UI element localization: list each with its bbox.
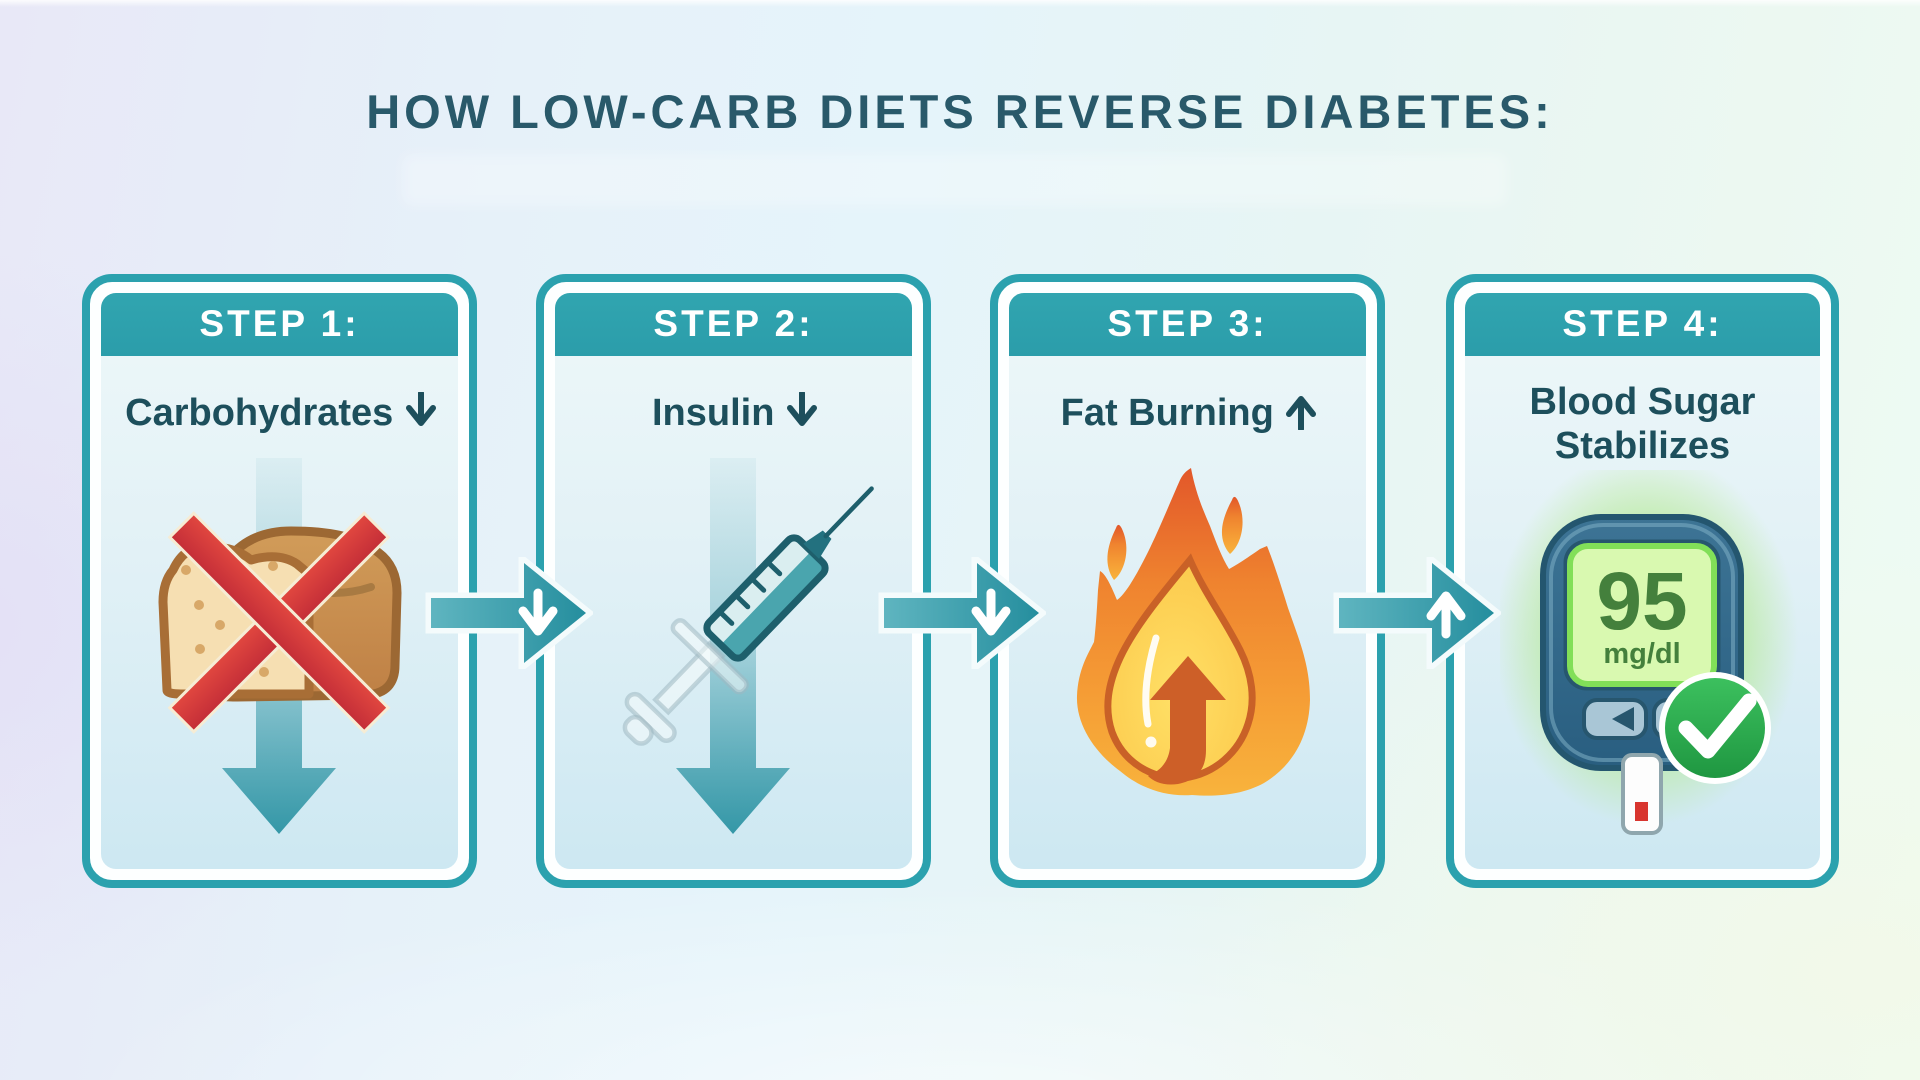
svg-text:95: 95 (1596, 556, 1687, 647)
svg-text:mg/dl: mg/dl (1603, 638, 1680, 670)
